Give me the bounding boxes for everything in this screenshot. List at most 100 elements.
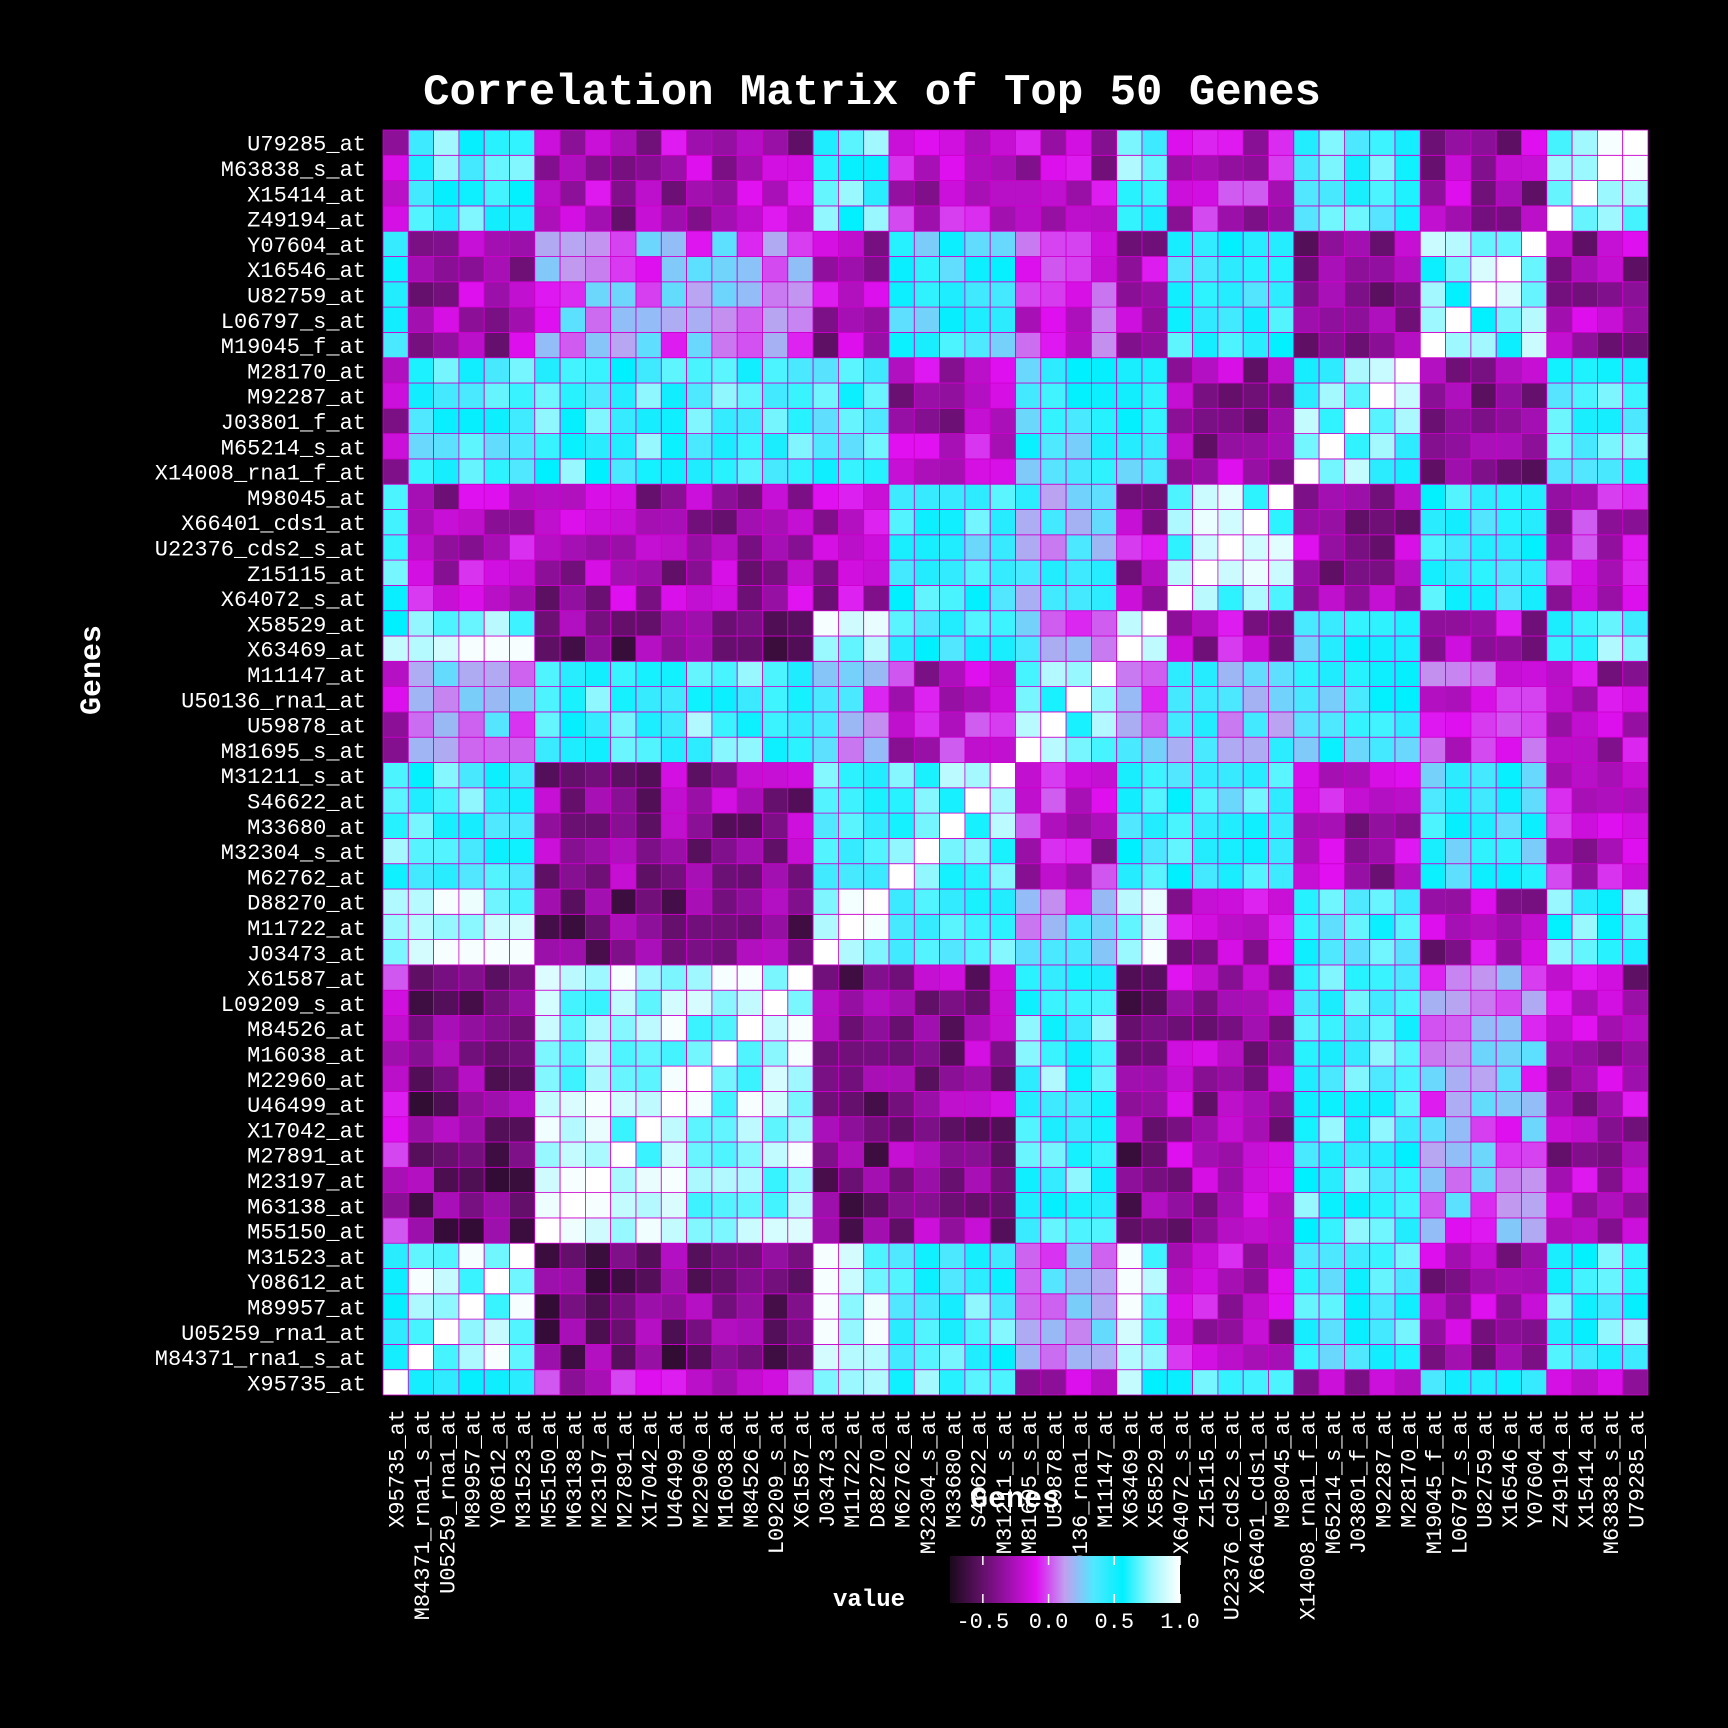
heatmap-cell <box>585 559 612 586</box>
heatmap-cell <box>1369 1141 1396 1168</box>
heatmap-cell <box>1015 1141 1042 1168</box>
heatmap-cell <box>888 736 915 763</box>
heatmap-cell <box>559 256 586 283</box>
heatmap-cell <box>1065 205 1092 232</box>
x-tick-label: M28170_at <box>1398 1409 1423 1528</box>
x-tick-label: M92287_at <box>1372 1409 1397 1528</box>
heatmap-cell <box>1622 357 1649 384</box>
heatmap-cell <box>1166 1293 1194 1320</box>
heatmap-cell <box>1192 154 1219 182</box>
heatmap-cell <box>1419 357 1447 384</box>
heatmap-cell <box>888 306 915 333</box>
heatmap-cell <box>585 1268 612 1295</box>
heatmap-cell <box>787 964 814 991</box>
heatmap-cell <box>1344 357 1371 384</box>
heatmap-cell <box>1116 1015 1143 1042</box>
heatmap-cell <box>660 736 687 763</box>
heatmap-cell <box>736 357 763 384</box>
heatmap-cell <box>660 610 687 637</box>
heatmap-cell <box>711 407 738 434</box>
heatmap-cell <box>1166 331 1194 359</box>
heatmap-cell <box>534 939 561 966</box>
heatmap-cell <box>458 711 485 738</box>
heatmap-cell <box>1318 509 1345 536</box>
heatmap-cell <box>1622 180 1649 207</box>
heatmap-cell <box>1293 736 1320 763</box>
heatmap-cell <box>1622 1065 1649 1092</box>
heatmap-cell <box>736 1141 763 1168</box>
heatmap-cell <box>939 382 966 409</box>
heatmap-cell <box>762 458 789 485</box>
heatmap-cell <box>1318 483 1345 510</box>
heatmap-cell <box>989 1242 1016 1269</box>
heatmap-cell <box>888 585 915 612</box>
heatmap-cell <box>1571 458 1598 485</box>
heatmap-cell <box>1091 913 1118 940</box>
heatmap-cell <box>433 1065 460 1092</box>
heatmap-cell <box>1040 686 1067 713</box>
heatmap-cell <box>1141 787 1168 814</box>
heatmap-cell <box>1394 585 1421 612</box>
heatmap-cell <box>483 1293 510 1320</box>
heatmap-cell <box>1242 736 1269 763</box>
y-tick-label: U79285_at <box>247 133 366 158</box>
heatmap-cell <box>1597 1217 1624 1244</box>
heatmap-cell <box>711 939 738 966</box>
heatmap-cell <box>660 509 687 536</box>
x-tick-label: M81695_s_at <box>1018 1409 1043 1554</box>
heatmap-cell <box>863 939 890 966</box>
heatmap-cell <box>660 888 687 915</box>
heatmap-cell <box>1318 635 1345 662</box>
heatmap-cell <box>635 534 662 561</box>
heatmap-cell <box>1622 129 1649 156</box>
x-tick-label: Y08612_at <box>487 1409 512 1528</box>
x-tick-label: Z15115_at <box>1195 1409 1220 1528</box>
heatmap-cell <box>1293 888 1320 915</box>
heatmap-cell <box>1141 863 1168 890</box>
heatmap-cell <box>407 534 434 561</box>
heatmap-cell <box>1470 281 1497 308</box>
heatmap-cell <box>812 1318 839 1345</box>
heatmap-cell <box>660 331 687 359</box>
heatmap-cell <box>509 407 536 434</box>
heatmap-cell <box>1394 1344 1421 1371</box>
heatmap-cell <box>913 205 940 232</box>
heatmap-cell <box>407 660 434 687</box>
heatmap-cell <box>1622 331 1649 359</box>
heatmap-cell <box>1495 913 1522 940</box>
heatmap-cell <box>939 711 966 738</box>
heatmap-cell <box>686 331 713 359</box>
heatmap-cell <box>1091 331 1118 359</box>
heatmap-cell <box>1546 433 1573 460</box>
heatmap-cell <box>1571 154 1598 182</box>
heatmap-cell <box>1571 838 1598 865</box>
heatmap-cell <box>1622 1141 1649 1168</box>
heatmap-cell <box>1495 939 1522 966</box>
heatmap-cell <box>1546 863 1573 890</box>
heatmap-cell <box>559 230 586 257</box>
heatmap-cell <box>382 1369 409 1396</box>
heatmap-cell <box>1166 1318 1194 1345</box>
heatmap-cell <box>1116 610 1143 637</box>
heatmap-cell <box>382 913 409 940</box>
heatmap-cell <box>407 1369 434 1396</box>
heatmap-cell <box>1065 458 1092 485</box>
heatmap-cell <box>1419 1192 1447 1219</box>
heatmap-cell <box>635 1293 662 1320</box>
heatmap-cell <box>1192 635 1219 662</box>
heatmap-cell <box>1369 964 1396 991</box>
heatmap-cell <box>762 1166 789 1194</box>
heatmap-cell <box>1318 913 1345 940</box>
heatmap-cell <box>787 635 814 662</box>
heatmap-cell <box>913 483 940 510</box>
heatmap-cell <box>1293 939 1320 966</box>
heatmap-cell <box>1495 863 1522 890</box>
heatmap-cell <box>787 382 814 409</box>
heatmap-cell <box>382 382 409 409</box>
heatmap-cell <box>433 1040 460 1067</box>
heatmap-cell <box>1242 762 1269 789</box>
heatmap-cell <box>736 1116 763 1143</box>
heatmap-cell <box>660 407 687 434</box>
heatmap-cell <box>1065 610 1092 637</box>
y-tick-label: J03801_f_at <box>221 411 366 436</box>
